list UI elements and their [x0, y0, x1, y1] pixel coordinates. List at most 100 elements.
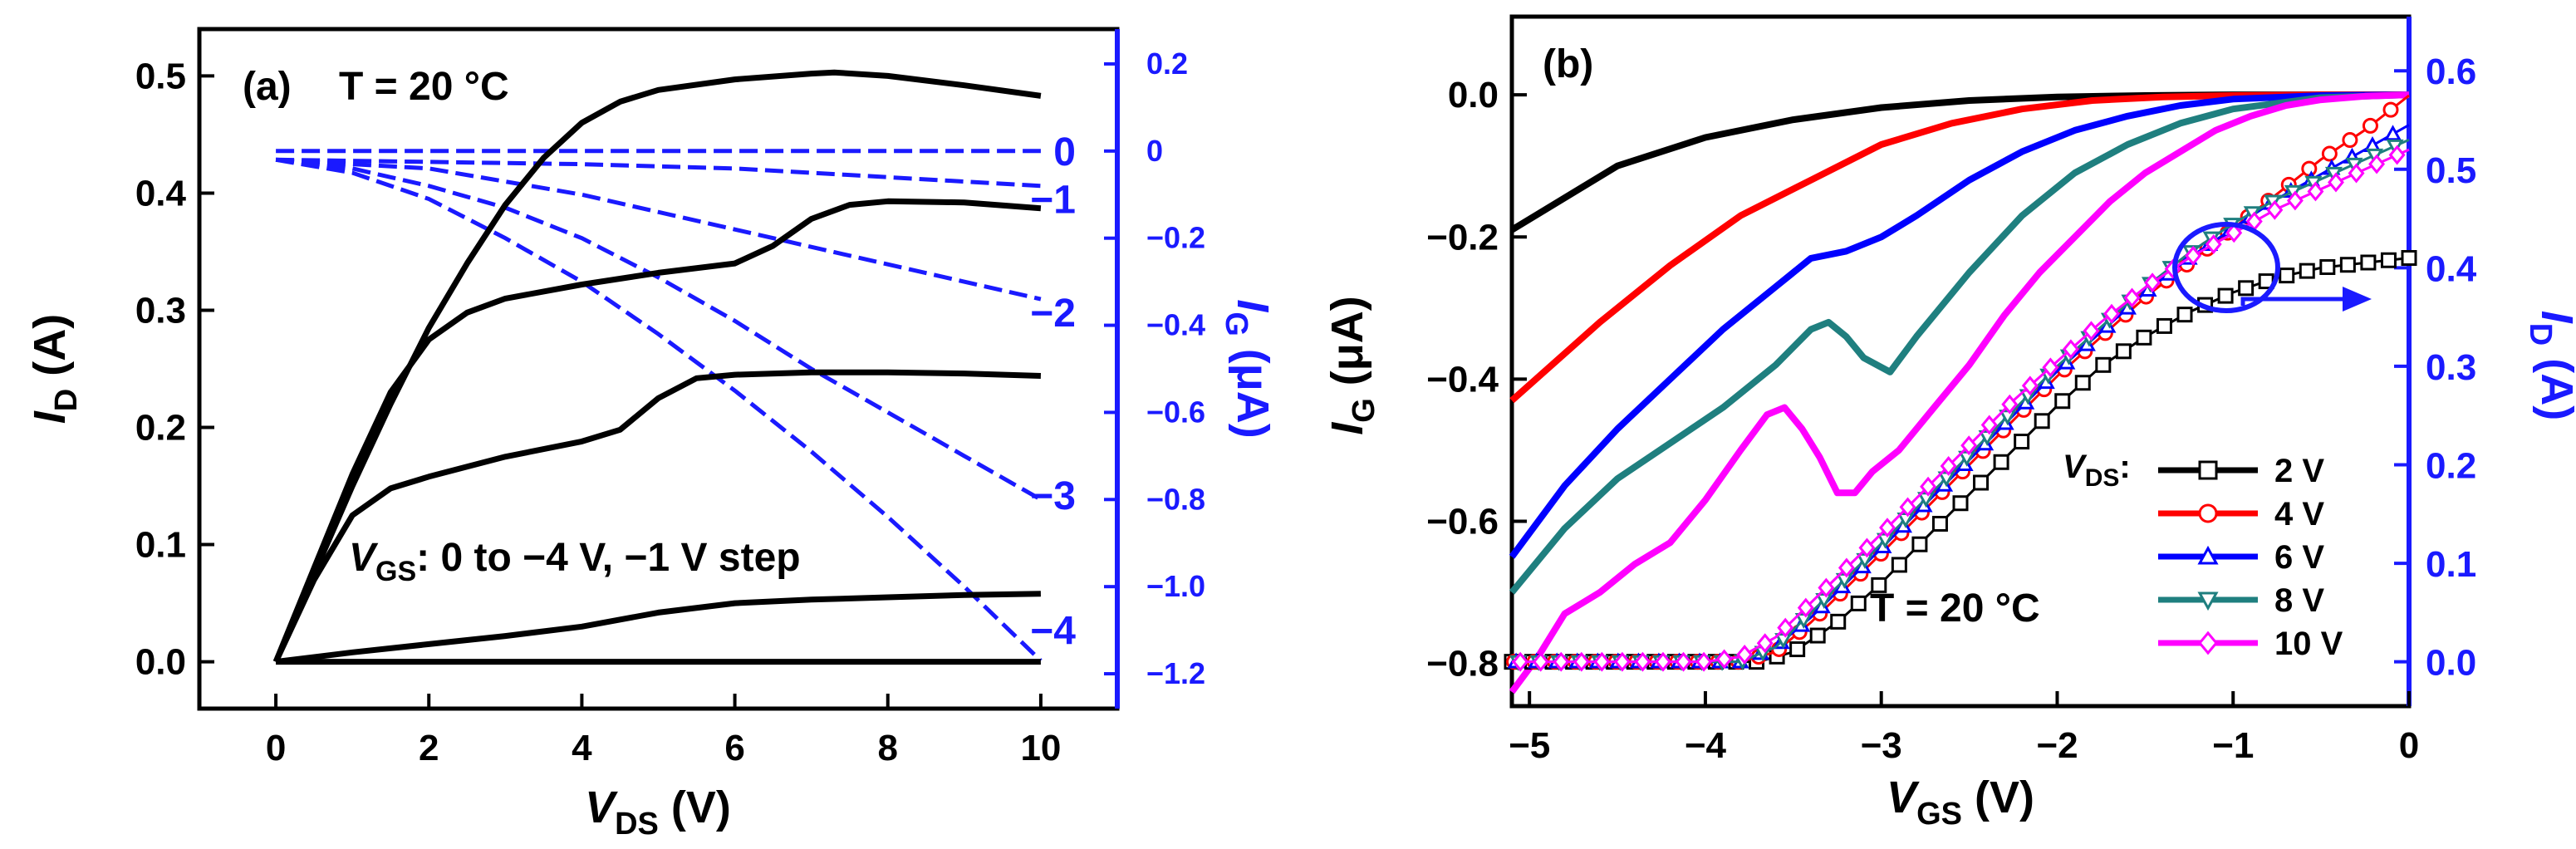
- id-markers: [1512, 145, 2406, 672]
- y2-tick-label: −1.2: [1146, 656, 1205, 690]
- y2-tick-label: −0.2: [1146, 221, 1205, 255]
- x-tick-label: −2: [2036, 725, 2078, 766]
- panel-b-ylabel: IG (μA): [1322, 296, 1381, 435]
- marker-diamond: [1818, 577, 1835, 598]
- panel-a-id-curves: [272, 69, 1042, 665]
- y2-tick-label: 0.2: [1146, 47, 1188, 81]
- marker-square: [1830, 613, 1847, 630]
- ig-curve: [275, 157, 1043, 502]
- y2-tick-label: 0.1: [2426, 544, 2476, 585]
- panel-b-xlabel: VGS (V): [1887, 773, 2034, 832]
- marker-diamond: [2042, 357, 2059, 378]
- y-tick-label: −0.8: [1426, 644, 1499, 685]
- marker-diamond: [1613, 651, 1631, 672]
- marker-square: [2319, 258, 2336, 275]
- marker-diamond: [1960, 435, 1978, 456]
- y-tick-label: −0.4: [1426, 359, 1499, 400]
- legend-label: 10 V: [2274, 626, 2343, 662]
- legend-label: 8 V: [2274, 582, 2324, 619]
- marker-circle: [2342, 132, 2358, 149]
- marker-square: [1789, 641, 1806, 658]
- marker-diamond: [2286, 190, 2304, 211]
- y-tick-label: 0.4: [135, 173, 187, 213]
- marker-circle: [2321, 145, 2338, 162]
- y2-tick-label: 0.0: [2426, 643, 2476, 684]
- marker-diamond: [1553, 651, 1570, 672]
- marker-diamond: [1675, 651, 1692, 672]
- id-curve: [272, 369, 1042, 664]
- marker-square: [2136, 329, 2152, 346]
- marker-diamond: [1695, 651, 1713, 672]
- marker-square: [2095, 356, 2112, 373]
- marker-diamond: [1593, 651, 1611, 672]
- marker-square: [1871, 577, 1887, 593]
- marker-diamond: [2198, 631, 2218, 655]
- marker-square: [2034, 413, 2050, 429]
- x-tick-label: 2: [419, 728, 439, 768]
- panel-a-ylabel: ID (A): [25, 314, 84, 424]
- y-tick-label: −0.2: [1426, 217, 1499, 258]
- marker-diamond: [1980, 415, 1998, 435]
- ig-curve: [1509, 91, 2409, 404]
- y-tick-label: 0.5: [135, 56, 186, 96]
- x-tick-label: 8: [878, 728, 898, 768]
- x-tick-label: −4: [1685, 725, 1727, 766]
- x-tick-label: 6: [724, 728, 744, 768]
- ig-curve-label: −4: [1030, 610, 1076, 654]
- marker-square: [1809, 627, 1826, 644]
- marker-diamond: [1879, 518, 1896, 538]
- panel-a-vgs-note: VGS: 0 to −4 V, −1 V step: [349, 536, 801, 587]
- panel-b-highlight-ellipse: [2172, 222, 2280, 313]
- marker-diamond: [2144, 272, 2161, 293]
- marker-triangle-up: [2197, 545, 2219, 565]
- marker-square: [2401, 250, 2417, 266]
- panel-a-ticks: 0 2 4 6 8 10 0.0 0.1 0.2 0.3 0.4 0.5 0.2 0 −0.2 −0.4 −0.…: [135, 47, 1205, 768]
- x-tick-label: −5: [1509, 725, 1550, 766]
- y2-tick-label: 0.6: [2426, 52, 2476, 92]
- panel-b-id-curves: [1504, 94, 2417, 672]
- y2-tick-label: −0.8: [1146, 482, 1205, 516]
- marker-square: [1891, 557, 1907, 573]
- marker-diamond: [1655, 651, 1671, 672]
- ig-curve: [1509, 91, 2410, 559]
- panel-a-label: (a): [243, 65, 292, 109]
- id-curve: [275, 591, 1041, 665]
- panel-b-label: (b): [1543, 42, 1593, 86]
- marker-diamond: [1940, 456, 1957, 476]
- panel-b: −5 −4 −3 −2 −1 00.0−0.2−0.4−0.6−0.8 0.00.10.20…: [1322, 14, 2576, 832]
- y2-tick-label: 0.5: [2426, 150, 2476, 191]
- x-tick-label: −1: [2212, 725, 2254, 766]
- panel-a-xlabel: VDS (V): [585, 783, 731, 842]
- marker-diamond: [1715, 649, 1733, 670]
- marker-diamond: [2205, 234, 2222, 254]
- ig-curve-label: 0: [1053, 130, 1076, 174]
- panel-a-temperature: T = 20 °C: [339, 65, 509, 109]
- y-tick-label: −0.6: [1426, 502, 1499, 542]
- marker-square: [1850, 595, 1867, 611]
- marker-diamond: [2021, 375, 2039, 396]
- marker-diamond: [2328, 172, 2344, 193]
- marker-square: [2279, 267, 2295, 284]
- ig-curve-label: −1: [1030, 179, 1076, 223]
- marker-diamond: [2123, 287, 2141, 308]
- ig-curve: [275, 157, 1042, 302]
- marker-diamond: [1899, 497, 1916, 518]
- y-tick-label: 0.1: [135, 525, 186, 566]
- x-tick-label: 0: [266, 728, 286, 768]
- panel-a: 0 2 4 6 8 10 0.0 0.1 0.2 0.3 0.4 0.5 0.2 0 −0.2 −0.4 −0.…: [25, 27, 1278, 842]
- marker-triangle-down: [2197, 591, 2219, 611]
- y-tick-label: 0.0: [135, 642, 186, 683]
- marker-square: [1911, 536, 1928, 552]
- marker-diamond: [1858, 537, 1876, 558]
- marker-square: [1931, 515, 1948, 532]
- marker-square: [2014, 434, 2030, 450]
- panel-b-arrow: [2240, 297, 2347, 306]
- marker-diamond: [1634, 651, 1651, 672]
- x-tick-label: 0: [2399, 725, 2419, 766]
- y2-tick-label: −0.4: [1146, 308, 1205, 342]
- marker-diamond: [1920, 476, 1937, 497]
- marker-diamond: [1573, 651, 1590, 672]
- marker-square: [2299, 263, 2315, 279]
- x-tick-label: 4: [572, 728, 592, 768]
- panel-a-curve-labels: 0 −1 −2 −3 −4: [1030, 130, 1076, 654]
